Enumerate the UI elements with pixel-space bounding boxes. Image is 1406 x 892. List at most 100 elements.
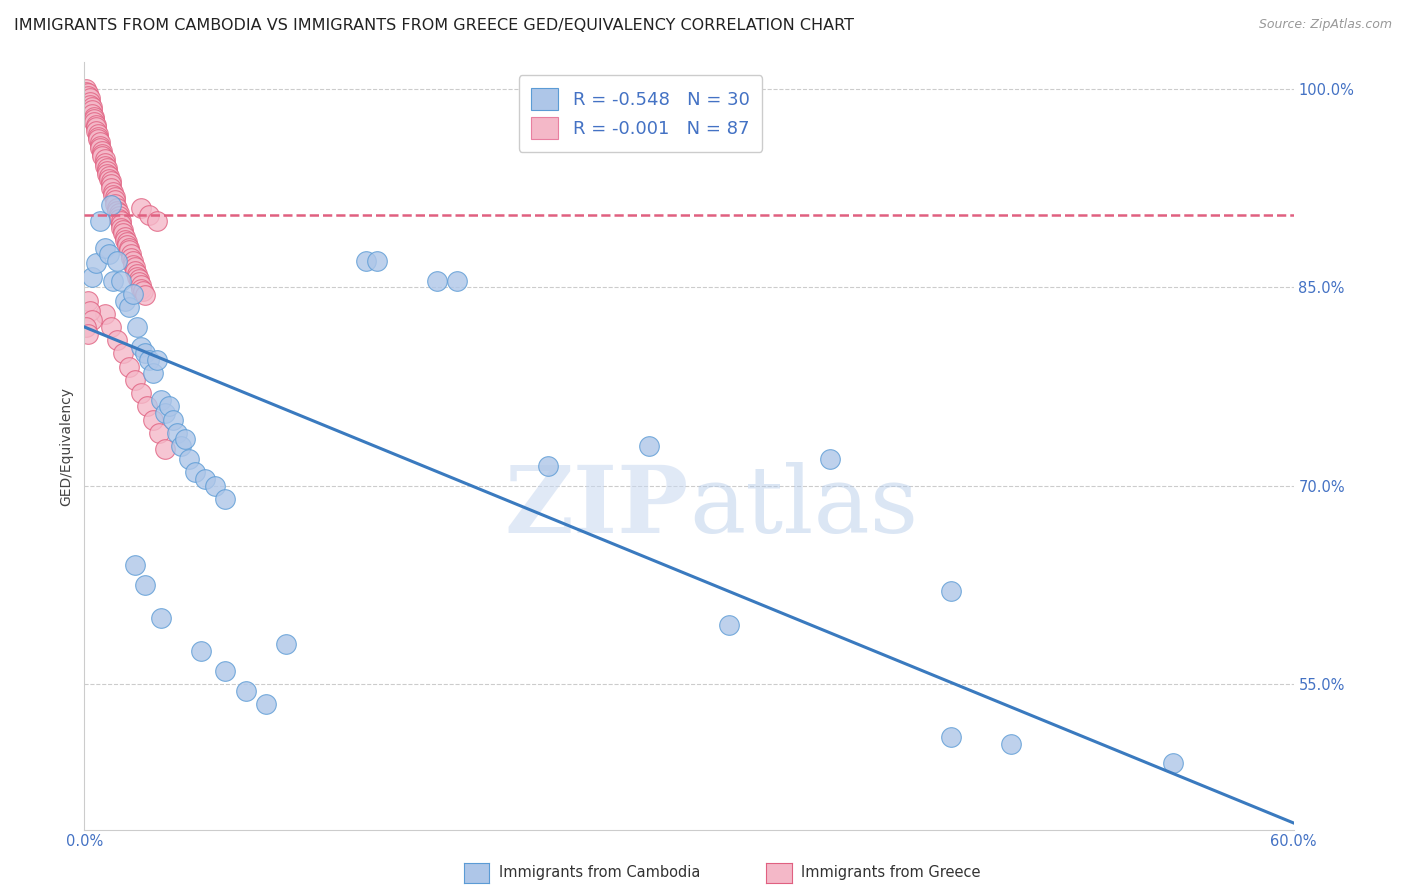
Point xyxy=(129,340,152,354)
Point xyxy=(89,138,111,153)
Point xyxy=(86,118,108,132)
Point xyxy=(96,167,118,181)
Point xyxy=(235,683,257,698)
Point xyxy=(146,214,169,228)
Point xyxy=(214,491,236,506)
Point xyxy=(82,103,104,117)
Point xyxy=(134,346,156,360)
Point xyxy=(110,214,132,228)
Point xyxy=(105,201,128,215)
Point xyxy=(149,392,172,407)
Point xyxy=(637,439,659,453)
Point xyxy=(124,264,146,278)
Text: atlas: atlas xyxy=(689,462,918,552)
Point xyxy=(121,258,143,272)
Point xyxy=(174,433,197,447)
Point xyxy=(101,185,124,199)
Point xyxy=(79,304,101,318)
Point xyxy=(107,211,129,226)
Point xyxy=(146,353,169,368)
Point xyxy=(77,293,100,308)
Point xyxy=(89,141,111,155)
Point xyxy=(107,209,129,223)
Point xyxy=(125,320,148,334)
Point xyxy=(125,267,148,281)
Point xyxy=(157,400,180,414)
Y-axis label: GED/Equivalency: GED/Equivalency xyxy=(59,386,73,506)
Point xyxy=(818,452,841,467)
Point xyxy=(105,333,128,347)
Point xyxy=(83,112,105,127)
Point xyxy=(104,197,127,211)
Point xyxy=(142,366,165,380)
Point xyxy=(107,206,129,220)
Legend: R = -0.548   N = 30, R = -0.001   N = 87: R = -0.548 N = 30, R = -0.001 N = 87 xyxy=(519,75,762,152)
Point xyxy=(100,181,122,195)
Point xyxy=(77,86,100,100)
Point xyxy=(134,288,156,302)
Point xyxy=(77,88,100,103)
Point xyxy=(132,285,155,299)
Point xyxy=(118,244,141,258)
Point xyxy=(93,307,115,321)
Point xyxy=(121,253,143,268)
Point xyxy=(104,190,127,204)
Point xyxy=(129,277,152,292)
Point xyxy=(79,95,101,109)
Point xyxy=(939,584,962,599)
Point xyxy=(1000,737,1022,751)
Point xyxy=(79,91,101,105)
Point xyxy=(537,458,560,473)
Point xyxy=(142,412,165,426)
Point xyxy=(718,617,741,632)
Point xyxy=(111,226,134,240)
Point xyxy=(118,241,141,255)
Point xyxy=(134,578,156,592)
Point xyxy=(194,472,217,486)
Point xyxy=(121,286,143,301)
Point xyxy=(75,320,97,334)
Point xyxy=(91,146,114,161)
Point xyxy=(82,107,104,121)
Point xyxy=(190,644,212,658)
Point xyxy=(135,400,157,414)
Point xyxy=(97,171,120,186)
Point xyxy=(214,664,236,678)
Point xyxy=(97,247,120,261)
Point xyxy=(149,611,172,625)
Point xyxy=(118,300,141,314)
Text: Immigrants from Greece: Immigrants from Greece xyxy=(801,865,981,880)
Point xyxy=(114,230,136,244)
Point xyxy=(114,233,136,247)
Point xyxy=(87,129,110,144)
Point xyxy=(96,161,118,176)
Point xyxy=(86,256,108,270)
Point xyxy=(87,127,110,141)
Text: IMMIGRANTS FROM CAMBODIA VS IMMIGRANTS FROM GREECE GED/EQUIVALENCY CORRELATION C: IMMIGRANTS FROM CAMBODIA VS IMMIGRANTS F… xyxy=(14,18,853,33)
Point xyxy=(87,132,110,146)
Point xyxy=(128,275,150,289)
Point xyxy=(129,201,152,215)
Point xyxy=(93,156,115,170)
Point xyxy=(75,82,97,96)
Point xyxy=(114,293,136,308)
Point xyxy=(105,253,128,268)
Text: ZIP: ZIP xyxy=(505,462,689,552)
Point xyxy=(125,269,148,284)
Point xyxy=(138,353,160,368)
Point xyxy=(82,269,104,284)
Point xyxy=(91,144,114,158)
Point xyxy=(120,251,142,265)
Point xyxy=(104,193,127,207)
Point xyxy=(1161,756,1184,771)
Point xyxy=(115,235,138,250)
Point xyxy=(366,253,388,268)
Point xyxy=(446,274,468,288)
Point xyxy=(97,169,120,184)
Point xyxy=(115,238,138,252)
Point xyxy=(86,124,108,138)
Point xyxy=(138,208,160,222)
Point xyxy=(75,85,97,99)
Point xyxy=(124,373,146,387)
Point xyxy=(89,135,111,149)
